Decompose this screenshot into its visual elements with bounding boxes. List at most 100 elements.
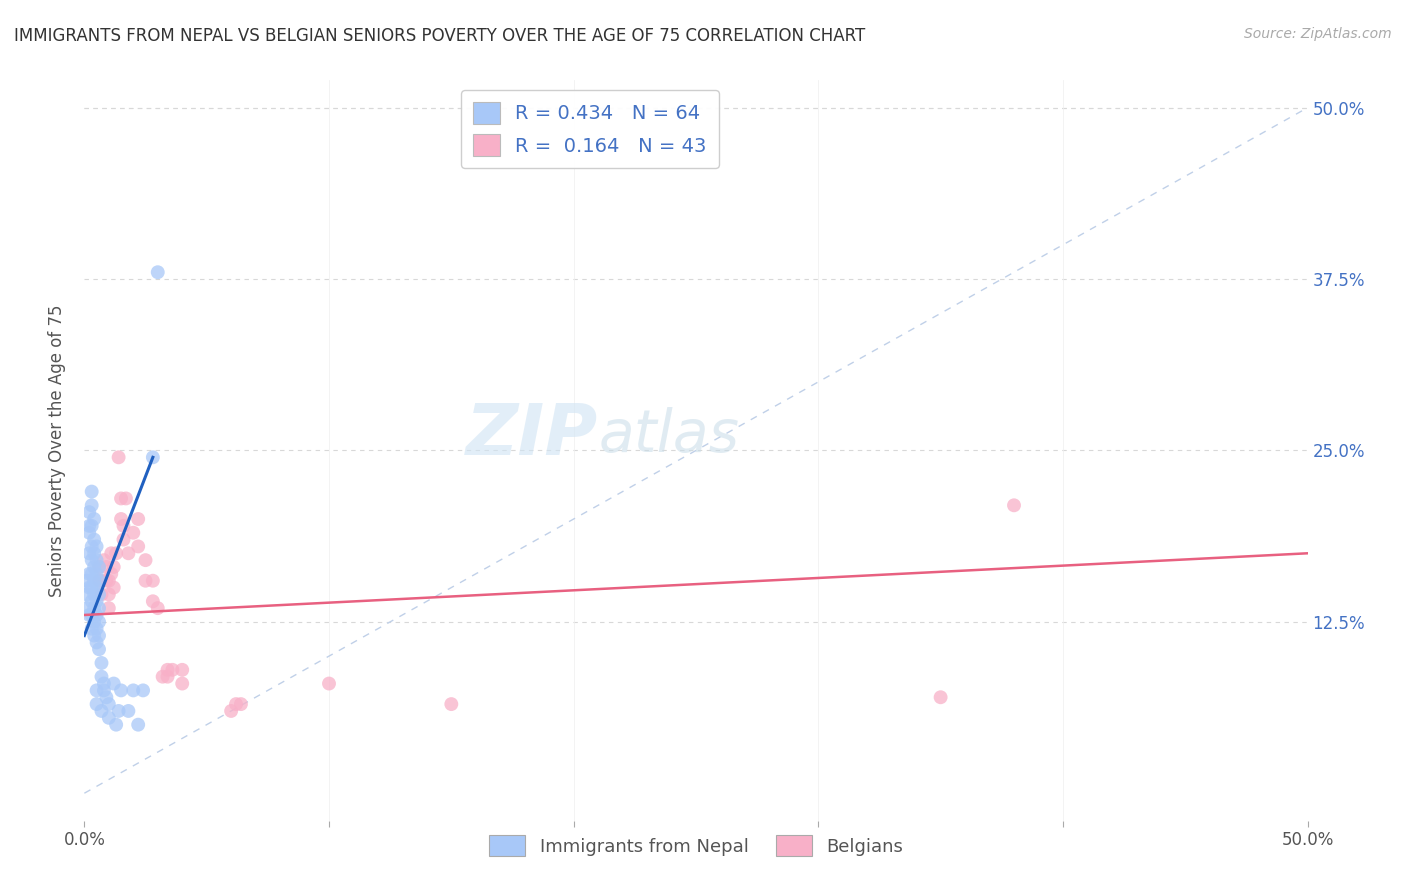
Point <box>96 574 118 588</box>
Point <box>80 484 103 499</box>
Point <box>86 581 108 595</box>
Point <box>90 704 112 718</box>
Point <box>83 587 105 601</box>
Point <box>142 594 165 608</box>
Point <box>93 683 115 698</box>
Point <box>103 581 125 595</box>
Point <box>80 566 103 581</box>
Point <box>152 670 174 684</box>
Point <box>87 574 110 588</box>
Point <box>146 265 169 279</box>
Point <box>87 560 110 574</box>
Point <box>172 663 194 677</box>
Point <box>90 670 112 684</box>
Point <box>100 546 122 560</box>
Point <box>135 553 157 567</box>
Point <box>105 717 128 731</box>
Point <box>229 697 252 711</box>
Point <box>97 587 120 601</box>
Point <box>86 566 108 581</box>
Point <box>80 498 103 512</box>
Point <box>83 560 105 574</box>
Point <box>76 587 98 601</box>
Legend: Immigrants from Nepal, Belgians: Immigrants from Nepal, Belgians <box>482 828 910 863</box>
Point <box>117 704 139 718</box>
Text: IMMIGRANTS FROM NEPAL VS BELGIAN SENIORS POVERTY OVER THE AGE OF 75 CORRELATION : IMMIGRANTS FROM NEPAL VS BELGIAN SENIORS… <box>14 27 865 45</box>
Point <box>83 512 105 526</box>
Point <box>127 717 149 731</box>
Point <box>77 546 100 560</box>
Point <box>83 546 105 560</box>
Point <box>97 574 120 588</box>
Point <box>117 546 139 560</box>
Point <box>110 512 132 526</box>
Point <box>80 540 103 554</box>
Point <box>156 670 179 684</box>
Point <box>93 676 115 690</box>
Point <box>103 560 125 574</box>
Point <box>440 697 463 711</box>
Point <box>86 553 108 567</box>
Point <box>110 683 132 698</box>
Point <box>97 711 120 725</box>
Point <box>142 574 165 588</box>
Point <box>80 519 103 533</box>
Point <box>115 491 138 506</box>
Point <box>107 704 129 718</box>
Point <box>77 566 100 581</box>
Text: ZIP: ZIP <box>465 401 598 470</box>
Point <box>86 683 108 698</box>
Point <box>90 656 112 670</box>
Point <box>112 533 135 547</box>
Point <box>142 450 165 465</box>
Point <box>318 676 340 690</box>
Point <box>105 546 128 560</box>
Point <box>225 697 247 711</box>
Point <box>929 690 952 705</box>
Point <box>86 622 108 636</box>
Point <box>156 663 179 677</box>
Point <box>83 601 105 615</box>
Point <box>90 587 112 601</box>
Point <box>146 601 169 615</box>
Point <box>87 560 110 574</box>
Point <box>86 697 108 711</box>
Point <box>77 505 100 519</box>
Point <box>87 642 110 657</box>
Point <box>219 704 242 718</box>
Point <box>127 540 149 554</box>
Point <box>77 525 100 540</box>
Point <box>77 581 100 595</box>
Point <box>86 635 108 649</box>
Point <box>80 553 103 567</box>
Point <box>112 519 135 533</box>
Point <box>96 560 118 574</box>
Point <box>122 525 145 540</box>
Point <box>83 628 105 642</box>
Point <box>86 594 108 608</box>
Point <box>135 574 157 588</box>
Point <box>162 663 184 677</box>
Point <box>87 574 110 588</box>
Point <box>86 540 108 554</box>
Point <box>127 512 149 526</box>
Point <box>87 615 110 629</box>
Y-axis label: Seniors Poverty Over the Age of 75: Seniors Poverty Over the Age of 75 <box>48 304 66 597</box>
Point <box>110 491 132 506</box>
Point <box>97 601 120 615</box>
Point <box>132 683 155 698</box>
Text: Source: ZipAtlas.com: Source: ZipAtlas.com <box>1244 27 1392 41</box>
Point <box>83 574 105 588</box>
Point <box>87 628 110 642</box>
Point <box>96 690 118 705</box>
Point <box>80 607 103 622</box>
Point <box>83 533 105 547</box>
Point <box>93 553 115 567</box>
Point <box>87 601 110 615</box>
Point <box>100 566 122 581</box>
Point <box>87 587 110 601</box>
Point <box>172 676 194 690</box>
Point <box>80 622 103 636</box>
Point <box>107 450 129 465</box>
Point <box>77 607 100 622</box>
